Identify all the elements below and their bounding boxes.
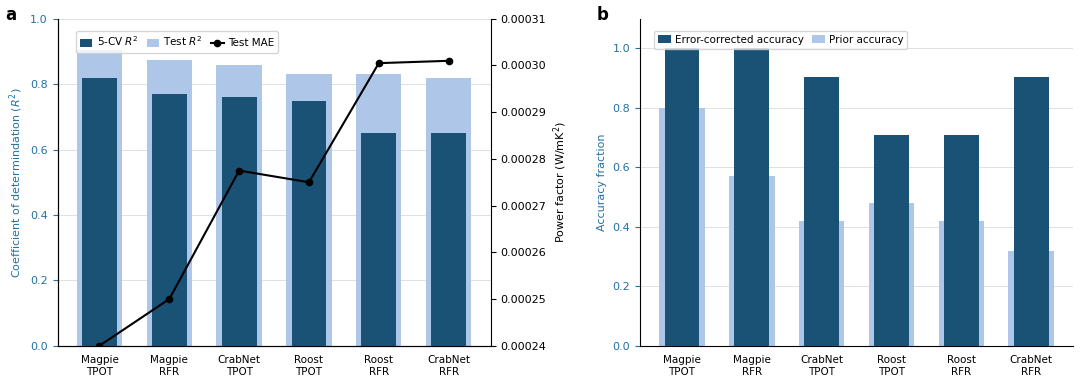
Legend: Error-corrected accuracy, Prior accuracy: Error-corrected accuracy, Prior accuracy <box>654 30 907 49</box>
Bar <box>734 48 769 346</box>
Bar <box>868 203 914 346</box>
Bar <box>216 65 261 346</box>
Legend: 5-CV $R^2$, Test $R^2$, Test MAE: 5-CV $R^2$, Test $R^2$, Test MAE <box>76 30 279 53</box>
Bar <box>874 135 909 346</box>
Test MAE <box>232 168 245 173</box>
Bar <box>1009 251 1054 346</box>
Bar <box>147 60 192 346</box>
Bar <box>431 133 467 346</box>
Bar <box>664 48 700 346</box>
Y-axis label: Power factor (W/mK$^2$): Power factor (W/mK$^2$) <box>552 121 569 243</box>
Bar <box>1014 77 1049 346</box>
Bar <box>799 221 845 346</box>
Test MAE <box>373 61 386 65</box>
Bar <box>356 74 402 346</box>
Bar <box>152 94 187 346</box>
Test MAE <box>93 343 106 348</box>
Bar <box>659 108 704 346</box>
Bar <box>286 74 332 346</box>
Bar <box>82 78 117 346</box>
Bar <box>292 101 326 346</box>
Y-axis label: Accuracy fraction: Accuracy fraction <box>597 134 607 231</box>
Bar <box>939 221 984 346</box>
Bar <box>729 176 774 346</box>
Bar <box>77 50 122 346</box>
Bar <box>362 133 396 346</box>
Line: Test MAE: Test MAE <box>96 58 451 349</box>
Bar <box>944 135 978 346</box>
Bar <box>221 97 257 346</box>
Y-axis label: Coefficient of determindation ($R^2$): Coefficient of determindation ($R^2$) <box>6 87 25 278</box>
Text: b: b <box>597 6 609 24</box>
Bar <box>426 78 471 346</box>
Test MAE <box>442 58 455 63</box>
Bar <box>805 77 839 346</box>
Test MAE <box>302 180 315 185</box>
Test MAE <box>163 297 176 301</box>
Text: a: a <box>5 6 17 24</box>
